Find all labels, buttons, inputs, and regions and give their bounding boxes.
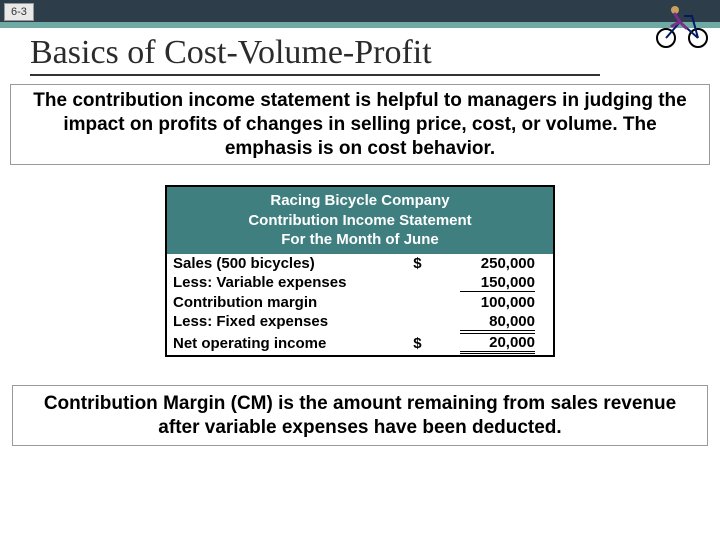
row-label: Contribution margin — [167, 293, 397, 312]
row-value: 20,000 — [438, 332, 553, 355]
row-value: 100,000 — [438, 293, 553, 312]
header-company: Racing Bicycle Company — [167, 191, 553, 211]
row-value: 250,000 — [438, 254, 553, 273]
row-value: 150,000 — [438, 273, 553, 293]
header-title: Contribution Income Statement — [167, 211, 553, 231]
row-label: Net operating income — [167, 332, 397, 355]
top-bar: 6-3 — [0, 0, 720, 28]
footer-text: Contribution Margin (CM) is the amount r… — [12, 385, 708, 447]
table-header: Racing Bicycle Company Contribution Inco… — [167, 187, 553, 254]
row-label: Less: Variable expenses — [167, 273, 397, 293]
table-row: Contribution margin 100,000 — [167, 293, 553, 312]
table-body: Sales (500 bicycles)$250,000Less: Variab… — [167, 254, 553, 355]
row-dollar: $ — [397, 254, 439, 273]
slide-number: 6-3 — [4, 3, 34, 21]
row-dollar — [397, 312, 439, 332]
intro-text: The contribution income statement is hel… — [10, 84, 710, 165]
row-dollar — [397, 293, 439, 312]
row-dollar — [397, 273, 439, 293]
title-area: Basics of Cost-Volume-Profit — [0, 28, 720, 84]
income-statement-table: Racing Bicycle Company Contribution Inco… — [165, 185, 555, 357]
row-label: Sales (500 bicycles) — [167, 254, 397, 273]
table-row: Less: Variable expenses 150,000 — [167, 273, 553, 293]
row-value: 80,000 — [438, 312, 553, 332]
table-row: Sales (500 bicycles)$250,000 — [167, 254, 553, 273]
table-row: Net operating income$20,000 — [167, 332, 553, 355]
bicycle-icon — [652, 2, 712, 50]
header-period: For the Month of June — [167, 230, 553, 250]
table-row: Less: Fixed expenses 80,000 — [167, 312, 553, 332]
row-dollar: $ — [397, 332, 439, 355]
slide-title: Basics of Cost-Volume-Profit — [30, 34, 600, 76]
row-label: Less: Fixed expenses — [167, 312, 397, 332]
